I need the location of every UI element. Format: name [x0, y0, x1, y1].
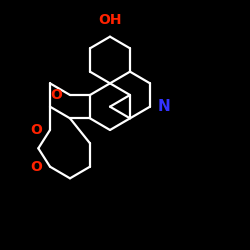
Text: OH: OH: [98, 14, 122, 28]
Text: O: O: [50, 88, 62, 102]
Text: O: O: [30, 160, 42, 174]
Text: N: N: [158, 99, 170, 114]
Text: O: O: [30, 123, 42, 137]
